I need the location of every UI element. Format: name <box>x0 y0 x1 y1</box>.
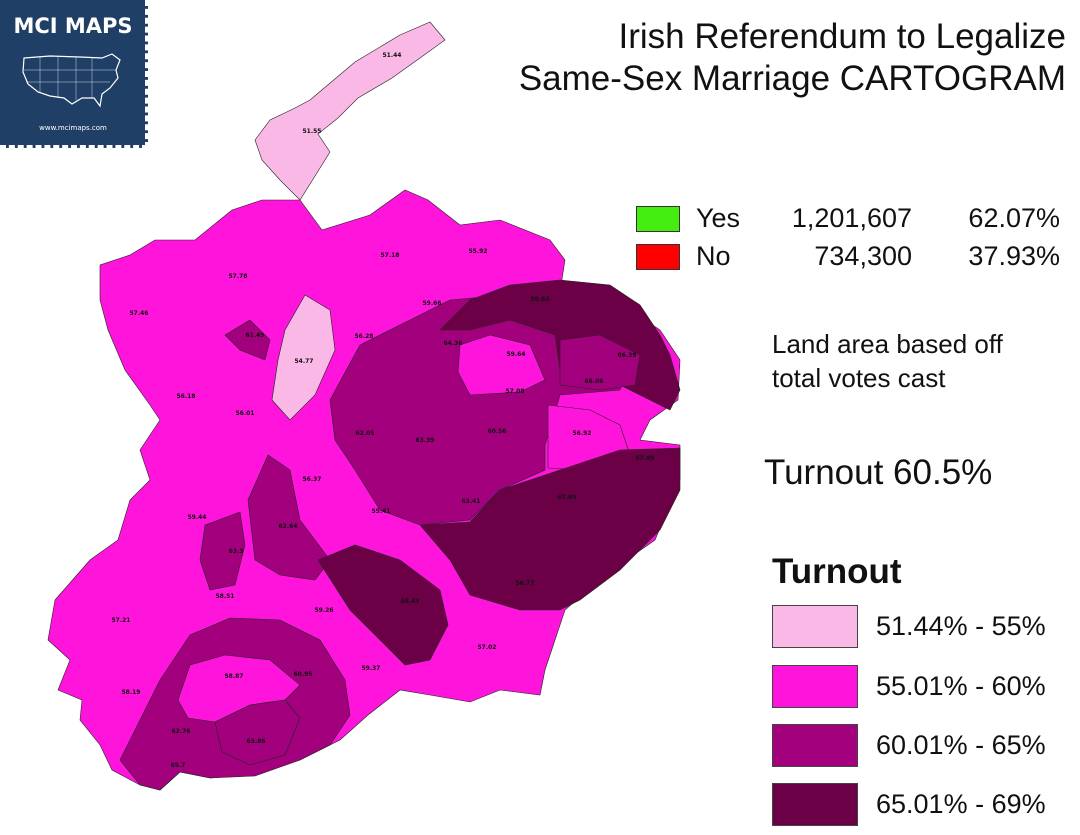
region-label: 59.64 <box>507 351 526 358</box>
map-title: Irish Referendum to Legalize Same-Sex Ma… <box>519 16 1066 100</box>
region-label: 63.3 <box>229 548 244 555</box>
logo-title: MCI MAPS <box>13 14 133 38</box>
region-label: 62.05 <box>356 430 375 437</box>
yes-swatch <box>636 206 680 232</box>
region-kilkenny <box>317 544 449 666</box>
region-label: 62.76 <box>172 728 191 735</box>
title-line-2: Same-Sex Marriage CARTOGRAM <box>518 59 1066 98</box>
region-label: 56.77 <box>516 580 535 587</box>
region-label: 60.56 <box>488 428 507 435</box>
region-label: 58.51 <box>216 593 235 600</box>
region-cork-inner <box>177 654 301 723</box>
legend-swatch <box>772 783 858 826</box>
region-label: 57.02 <box>478 644 497 651</box>
region-label: 56.28 <box>355 333 374 340</box>
result-votes: 734,300 <box>814 241 912 271</box>
region-label: 58.43 <box>401 598 420 605</box>
region-label: 57.46 <box>130 310 149 317</box>
no-swatch <box>636 244 680 270</box>
region-label: 57.78 <box>229 273 248 280</box>
legend-label: 65.01% - 69% <box>876 789 1046 819</box>
region-label: 56.37 <box>303 476 322 483</box>
region-north-pocket <box>224 319 271 361</box>
note-line-1: Land area based off <box>772 329 1003 359</box>
usa-map-icon <box>22 53 121 108</box>
region-label: 56.01 <box>236 410 255 417</box>
region-label: 57.18 <box>381 252 400 259</box>
region-interior-pink <box>271 294 336 421</box>
region-donegal-north <box>254 21 446 201</box>
region-label: 56.18 <box>177 393 196 400</box>
legend-label: 55.01% - 60% <box>876 671 1046 701</box>
region-cork-south <box>214 699 301 766</box>
region-label: 59.66 <box>423 300 442 307</box>
region-galway <box>199 511 246 591</box>
result-percent: 62.07% <box>968 203 1060 233</box>
region-label: 57.21 <box>112 617 131 624</box>
legend-label: 60.01% - 65% <box>876 730 1046 760</box>
region-label: 55.92 <box>469 248 488 255</box>
region-meath <box>457 334 546 396</box>
region-label: 59.63 <box>531 296 550 303</box>
legend-swatch <box>772 605 858 648</box>
mci-maps-logo: MCI MAPS www.mcimaps.com <box>0 0 148 148</box>
region-midlands <box>329 294 631 526</box>
region-label: 51.55 <box>303 128 322 135</box>
region-label: 59.26 <box>315 607 334 614</box>
cartogram-note: Land area based off total votes cast <box>772 327 1003 395</box>
legend-title: Turnout <box>772 552 902 591</box>
legend-swatch <box>772 665 858 708</box>
region-label: 59.37 <box>362 665 381 672</box>
region-label: 62.64 <box>279 523 298 530</box>
region-label: 57.08 <box>506 388 525 395</box>
title-line-1: Irish Referendum to Legalize <box>618 17 1066 56</box>
region-label: 63.41 <box>462 498 481 505</box>
result-percent: 37.93% <box>968 241 1060 271</box>
result-label: Yes <box>696 203 741 233</box>
result-label: No <box>696 241 731 271</box>
region-label: 63.86 <box>247 738 266 745</box>
region-label: 58.19 <box>122 689 141 696</box>
region-label: 64.36 <box>444 340 463 347</box>
region-label: 60.95 <box>294 671 313 678</box>
region-label: 56.92 <box>573 430 592 437</box>
turnout-total: Turnout 60.5% <box>764 453 993 492</box>
region-label: 65.7 <box>171 762 186 769</box>
region-label: 66.39 <box>618 352 637 359</box>
region-label: 54.77 <box>295 358 314 365</box>
region-label: 55.41 <box>372 508 391 515</box>
logo-url: www.mcimaps.com <box>39 124 107 132</box>
region-label: 58.87 <box>225 673 244 680</box>
region-label: 59.44 <box>188 514 207 521</box>
region-label: 67.69 <box>558 494 577 501</box>
region-south-east <box>419 447 681 611</box>
result-votes: 1,201,607 <box>791 203 912 233</box>
region-label: 63.39 <box>416 437 435 444</box>
region-label: 51.44 <box>383 52 402 59</box>
region-label: 66.06 <box>585 378 604 385</box>
legend-swatch <box>772 724 858 767</box>
region-louth <box>559 334 641 391</box>
note-line-2: total votes cast <box>772 363 946 393</box>
region-label: 61.49 <box>246 332 265 339</box>
legend-label: 51.44% - 55% <box>876 611 1046 641</box>
region-label: 57.05 <box>636 455 655 462</box>
